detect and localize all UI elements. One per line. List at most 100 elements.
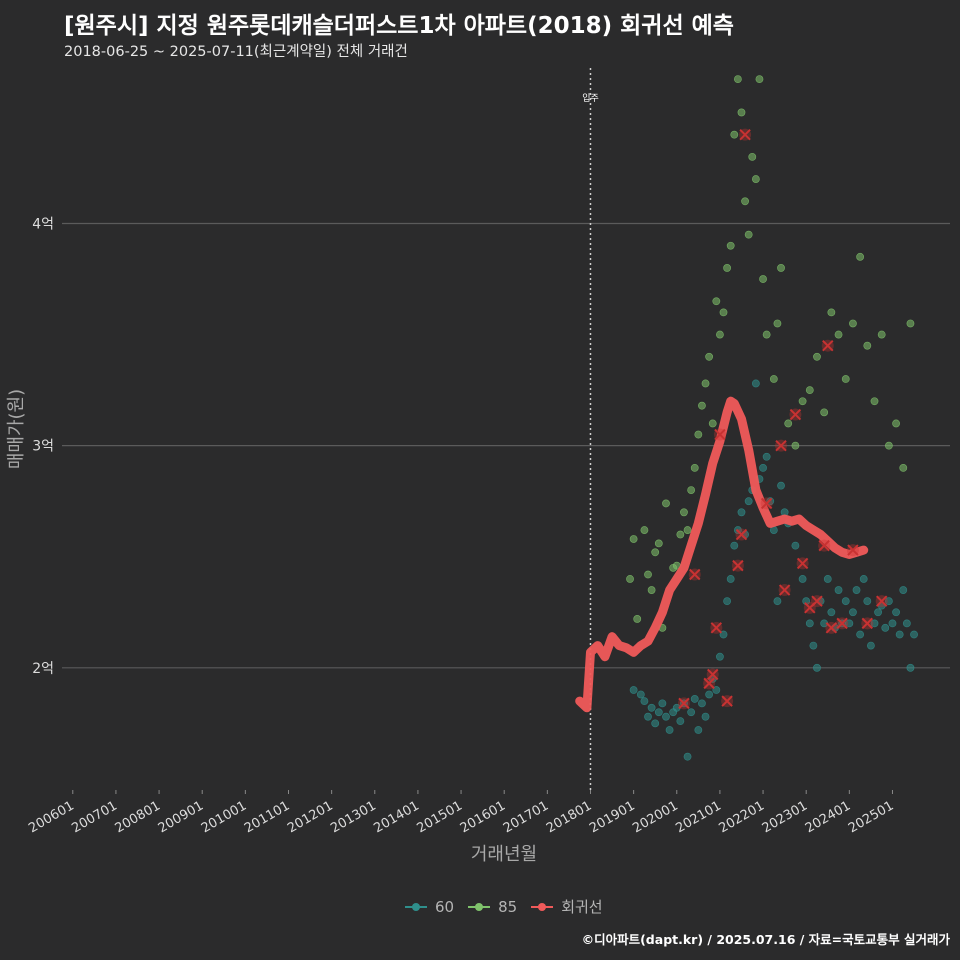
scatter-point-60 <box>687 708 696 717</box>
scatter-point-85 <box>805 386 814 395</box>
scatter-point-60 <box>870 619 879 628</box>
scatter-point-85 <box>813 352 821 361</box>
scatter-point-60 <box>906 663 915 672</box>
scatter-point-60 <box>895 630 904 639</box>
scatter-point-60 <box>683 752 692 761</box>
scatter-point-85 <box>644 570 652 579</box>
x-tick-label: 201701 <box>501 798 551 836</box>
scatter-point-85 <box>820 408 829 417</box>
scatter-point-85 <box>834 330 843 339</box>
y-axis-title: 매매가(원) <box>6 389 27 469</box>
scatter-point-60 <box>773 597 782 606</box>
highlight-marker <box>861 617 874 630</box>
scatter-point-60 <box>730 541 739 550</box>
highlight-marker <box>875 595 888 608</box>
legend-item-85: 85 <box>468 898 517 916</box>
scatter-point-85 <box>690 463 699 472</box>
highlight-marker-stroke <box>775 439 787 452</box>
x-tick-label: 201401 <box>371 798 421 836</box>
scatter-point-60 <box>849 608 857 617</box>
highlight-marker <box>821 339 834 352</box>
x-tick-label: 200701 <box>69 798 119 836</box>
scatter-point-85 <box>683 526 692 534</box>
legend-key-85 <box>468 900 491 914</box>
y-tick-label: 3억 <box>32 439 54 455</box>
highlight-marker-stroke <box>789 408 802 421</box>
scatter-point-60 <box>705 690 714 699</box>
highlight-marker-stroke <box>721 695 733 707</box>
scatter-point-85 <box>784 419 793 428</box>
scatter-point-85 <box>708 419 717 428</box>
highlight-marker <box>810 595 823 608</box>
legend-key-regression <box>531 900 554 914</box>
x-tick-label: 200801 <box>113 798 163 836</box>
x-tick-label: 202201 <box>717 798 767 836</box>
scatter-point-60 <box>654 708 663 717</box>
scatter-point-60 <box>867 641 875 650</box>
highlight-marker-stroke <box>689 568 701 581</box>
highlight-marker-stroke <box>739 128 751 141</box>
scatter-point-85 <box>723 264 732 272</box>
scatter-point-85 <box>647 586 656 594</box>
scatter-point-85 <box>884 441 893 450</box>
scatter-point-60 <box>827 608 836 617</box>
x-tick-label: 200601 <box>26 798 76 836</box>
scatter-point-85 <box>633 615 642 623</box>
scatter-point-60 <box>899 586 908 594</box>
source-caption: ©디아파트(dapt.kr) / 2025.07.16 / 자료=국토교통부 실… <box>581 932 950 947</box>
highlight-marker <box>846 544 859 557</box>
highlight-marker <box>739 128 752 141</box>
scatter-point-85 <box>719 308 728 317</box>
scatter-point-60 <box>744 497 753 506</box>
highlight-marker <box>735 528 748 541</box>
highlight-marker-stroke <box>678 697 690 710</box>
highlight-marker <box>760 497 773 510</box>
x-tick-label: 202401 <box>803 798 853 836</box>
scatter-point-60 <box>884 597 893 606</box>
scatter-point-60 <box>716 652 724 661</box>
x-tick-label: 200901 <box>156 798 206 836</box>
highlight-marker-stroke <box>778 584 791 596</box>
highlight-marker <box>775 439 788 452</box>
scatter-point-60 <box>892 608 900 617</box>
scatter-point-85 <box>726 241 735 250</box>
scatter-point-60 <box>690 695 699 703</box>
scatter-point-60 <box>863 597 872 606</box>
scatter-point-60 <box>640 697 649 706</box>
scatter-point-85 <box>827 308 836 317</box>
scatter-point-85 <box>769 375 778 383</box>
x-tick-label: 202001 <box>630 798 680 836</box>
legend-item-regression: 회귀선 <box>531 896 603 917</box>
highlight-marker-stroke <box>822 339 834 352</box>
scatter-point-60 <box>791 541 800 550</box>
x-tick-label: 202501 <box>846 798 896 836</box>
legend-label-85: 85 <box>498 897 518 916</box>
scatter-point-60 <box>723 597 732 606</box>
scatter-point-85 <box>892 419 900 428</box>
highlight-marker <box>731 559 744 572</box>
x-tick-label: 202101 <box>673 798 723 836</box>
scatter-point-60 <box>658 699 667 708</box>
legend-label-60: 60 <box>435 897 455 916</box>
scatter-point-85 <box>698 401 706 410</box>
scatter-point-85 <box>773 319 782 328</box>
scatter-point-60 <box>910 630 918 639</box>
scatter-point-85 <box>629 535 638 543</box>
y-tick-label: 4억 <box>32 217 54 233</box>
scatter-point-85 <box>759 275 767 283</box>
highlight-marker-stroke <box>861 617 874 630</box>
scatter-point-60 <box>665 726 674 734</box>
x-tick-label: 201001 <box>199 798 249 836</box>
highlight-marker <box>677 697 690 710</box>
highlight-marker-stroke <box>703 677 715 690</box>
scatter-point-60 <box>874 608 882 617</box>
scatter-point-85 <box>712 297 721 306</box>
highlight-marker <box>796 557 809 570</box>
highlight-marker-stroke <box>811 595 823 607</box>
scatter-point-85 <box>737 108 746 117</box>
scatter-point-60 <box>701 712 710 721</box>
scatter-point-60 <box>856 630 865 639</box>
highlight-marker-stroke <box>847 544 859 556</box>
scatter-point-85 <box>662 499 670 508</box>
